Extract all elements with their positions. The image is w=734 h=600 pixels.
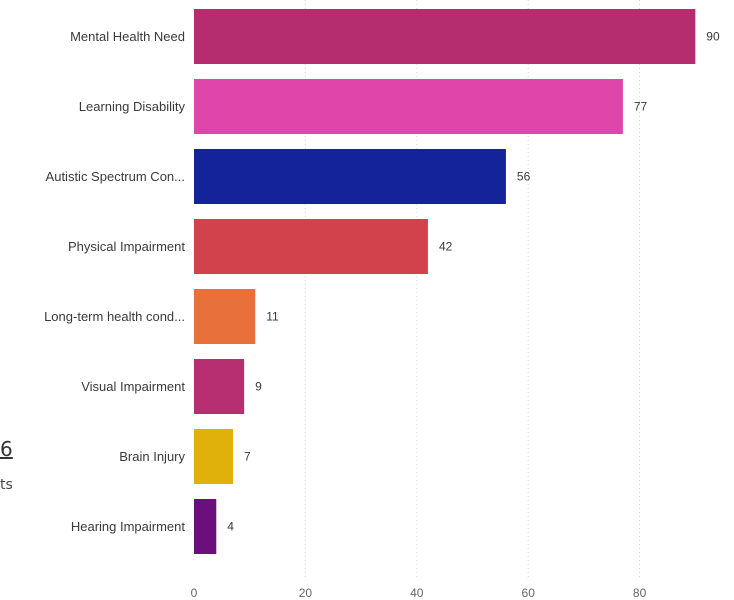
partial-number-fragment: 6 <box>0 437 13 461</box>
bar-physical-impairment[interactable] <box>194 219 428 274</box>
bar-learning-disability[interactable] <box>194 79 623 134</box>
value-label-learning-disability: 77 <box>634 100 648 114</box>
x-tick-label-40: 40 <box>410 586 424 600</box>
x-tick-label-80: 80 <box>633 586 647 600</box>
category-label-hearing-impairment: Hearing Impairment <box>71 519 186 534</box>
category-label-physical-impairment: Physical Impairment <box>68 239 185 254</box>
bar-mental-health-need[interactable] <box>194 9 696 64</box>
value-label-brain-injury: 7 <box>244 450 251 464</box>
value-label-long-term-health-cond: 11 <box>266 310 279 324</box>
bar-autistic-spectrum-con[interactable] <box>194 149 506 204</box>
x-tick-label-0: 0 <box>191 586 198 600</box>
category-label-long-term-health-cond: Long-term health cond... <box>44 309 185 324</box>
category-label-brain-injury: Brain Injury <box>119 449 185 464</box>
category-label-learning-disability: Learning Disability <box>79 99 186 114</box>
bar-long-term-health-cond[interactable] <box>194 289 256 344</box>
value-label-hearing-impairment: 4 <box>227 520 234 534</box>
value-label-autistic-spectrum-con: 56 <box>517 170 531 184</box>
value-labels: 90 77 56 42 11 9 7 4 <box>227 30 720 534</box>
x-tick-label-20: 20 <box>299 586 313 600</box>
value-label-visual-impairment: 9 <box>255 380 262 394</box>
x-axis-tick-labels: 0 20 40 60 80 <box>191 586 647 600</box>
category-label-autistic-spectrum-con: Autistic Spectrum Con... <box>46 169 185 184</box>
bar-visual-impairment[interactable] <box>194 359 245 414</box>
bars <box>194 9 696 554</box>
value-label-mental-health-need: 90 <box>706 30 720 44</box>
category-labels: Mental Health Need Learning Disability Aut… <box>44 29 185 534</box>
bar-hearing-impairment[interactable] <box>194 499 217 554</box>
bar-brain-injury[interactable] <box>194 429 233 484</box>
value-label-physical-impairment: 42 <box>439 240 453 254</box>
x-tick-label-60: 60 <box>522 586 536 600</box>
partial-text-fragment: ts <box>0 477 13 493</box>
category-label-mental-health-need: Mental Health Need <box>70 29 185 44</box>
category-label-visual-impairment: Visual Impairment <box>81 379 185 394</box>
